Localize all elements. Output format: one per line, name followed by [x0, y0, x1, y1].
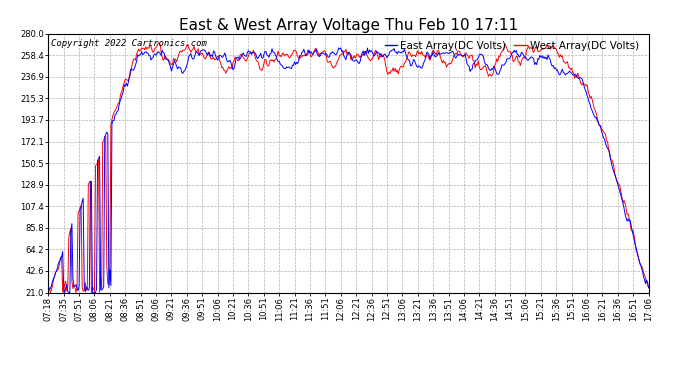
Legend: East Array(DC Volts), West Array(DC Volts): East Array(DC Volts), West Array(DC Volt…	[380, 36, 643, 55]
Title: East & West Array Voltage Thu Feb 10 17:11: East & West Array Voltage Thu Feb 10 17:…	[179, 18, 518, 33]
Text: Copyright 2022 Cartronics.com: Copyright 2022 Cartronics.com	[51, 39, 207, 48]
